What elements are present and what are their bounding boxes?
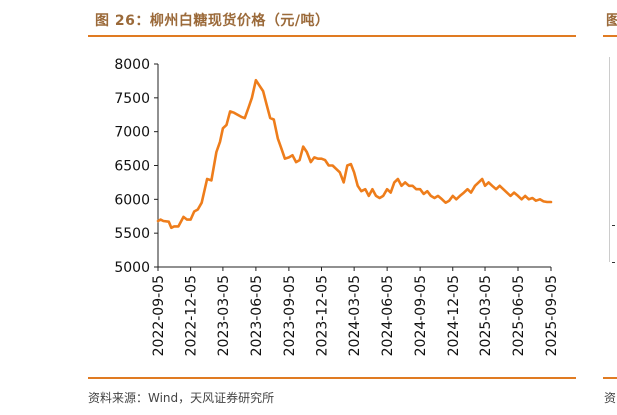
neighbor-source-fragment: 资 <box>604 391 617 405</box>
plot-area <box>156 78 553 230</box>
y-tick-label: 6000 <box>114 192 150 208</box>
neighbor-axis-line <box>609 57 610 262</box>
y-tick-label: 6500 <box>114 159 150 175</box>
neighbor-bottom-divider <box>603 377 617 379</box>
y-tick-label: 8000 <box>114 57 150 73</box>
x-tick-label: 2023-03-05 <box>216 275 232 356</box>
x-tick-label: 2025-03-05 <box>478 275 494 356</box>
y-tick-label: 7500 <box>114 91 150 107</box>
x-tick-label: 2025-06-05 <box>511 275 527 356</box>
figure-title: 图 26：柳州白糖现货价格（元/吨） <box>95 13 330 29</box>
x-tick-label: 2022-09-05 <box>151 275 167 356</box>
x-tick-label: 2023-09-05 <box>282 275 298 356</box>
x-tick-label: 2023-06-05 <box>249 275 265 356</box>
series-line-0 <box>156 78 553 230</box>
bottom-divider <box>88 377 576 379</box>
x-tick-label: 2025-09-05 <box>544 275 560 356</box>
top-divider <box>88 35 576 37</box>
x-tick-label: 2024-09-05 <box>413 275 429 356</box>
x-tick-label: 2024-03-05 <box>347 275 363 356</box>
x-tick-label: 2024-06-05 <box>380 275 396 356</box>
y-tick-label: 5500 <box>114 226 150 242</box>
neighbor-axis-tick <box>612 262 615 263</box>
neighbor-axis-tick <box>612 225 615 226</box>
x-tick-label: 2024-12-05 <box>446 275 462 356</box>
y-axis: 5000 5500 6000 6500 7000 7500 8000 <box>114 57 159 276</box>
x-tick-label: 2023-12-05 <box>315 275 331 356</box>
x-tick-label: 2022-12-05 <box>184 275 200 356</box>
neighbor-top-divider <box>603 35 617 37</box>
neighbor-figure-title-fragment: 图 <box>606 13 617 29</box>
y-tick-label: 7000 <box>114 125 150 141</box>
y-tick-label: 5000 <box>114 260 150 276</box>
x-axis: 2022-09-05 2022-12-05 2023-03-05 2023-06-05… <box>151 266 560 356</box>
source-note: 资料来源：Wind，天风证券研究所 <box>88 391 275 405</box>
